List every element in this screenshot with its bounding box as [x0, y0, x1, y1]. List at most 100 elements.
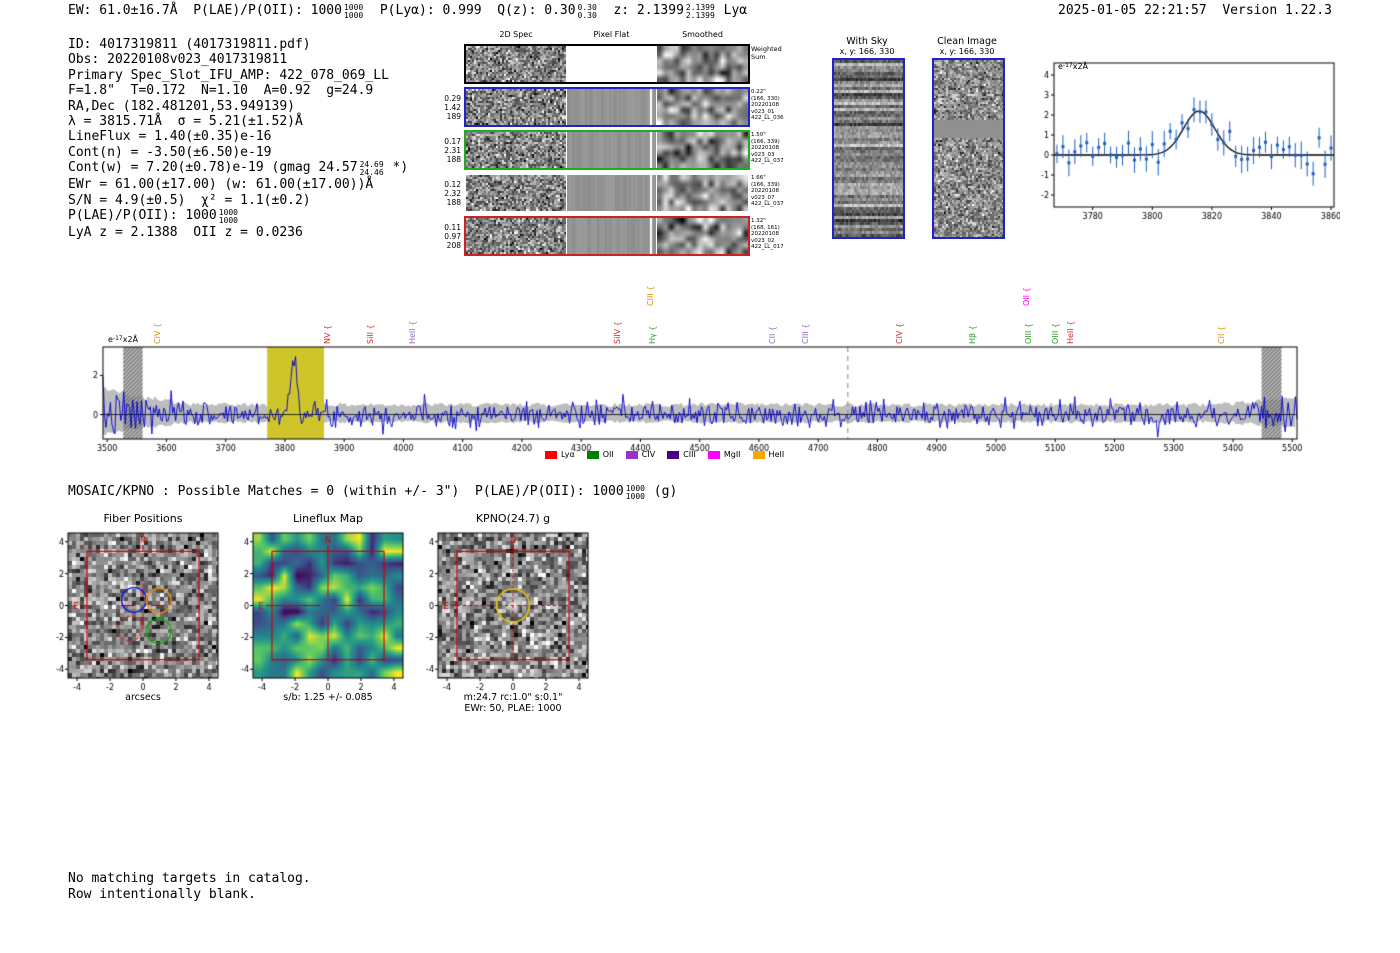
header-summary: EW: 61.0±16.7Å P(LAE)/P(OII): 1000 1000 10…: [68, 3, 748, 20]
smoothed-image: [657, 89, 748, 125]
with-sky-image: [832, 58, 905, 239]
emission-line-label: CII {: [1217, 326, 1227, 344]
smoothed-image: [657, 218, 748, 254]
emission-line-label: CII {: [768, 326, 778, 344]
clean-image-coords: x, y: 166, 330: [939, 47, 995, 56]
stacked-fraction: 1000 1000: [343, 3, 364, 20]
info-line: Primary Spec_Slot_IFU_AMP: 422_078_069_L…: [68, 67, 389, 83]
emission-line-label: CIV {: [153, 322, 163, 344]
spec2d-image: [466, 218, 566, 254]
smoothed-image: [657, 132, 748, 168]
stacked-fraction: 1000 1000: [625, 484, 645, 501]
header-timestamp-version: 2025-01-05 22:21:57 Version 1.22.3: [1058, 3, 1332, 18]
spec2d-row: [464, 173, 750, 213]
info-line: RA,Dec (182.481201,53.949139): [68, 98, 295, 114]
clean-image: [932, 58, 1005, 239]
legend-swatch: [545, 450, 557, 459]
catalog-note-line2: Row intentionally blank.: [68, 886, 256, 902]
emission-line-label: NV {: [323, 324, 333, 344]
lineflux-map-cutout: [233, 528, 413, 692]
spec2d-row-id: 1.50" (166, 339) 20220108 v023_03 422_LL_037: [751, 132, 784, 164]
emission-line-label: OII {: [1021, 287, 1031, 306]
emission-line-label: CIV {: [895, 322, 905, 344]
spec2d-row: [464, 87, 750, 127]
emission-line-label: Hβ {: [967, 325, 977, 344]
mosaic-matches-line: MOSAIC/KPNO : Possible Matches = 0 (with…: [68, 484, 678, 501]
info-line: Cont(n) = -3.50(±6.50)e-19: [68, 144, 272, 160]
detection-info-block: ID: 4017319811 (4017319811.pdf) Obs: 2022…: [68, 37, 408, 240]
emission-line-label: SiII {: [365, 324, 375, 344]
legend-label: OII: [602, 450, 614, 459]
info-line: EWr = 61.00(±17.00) (w: 61.00(±17.00))Å: [68, 177, 374, 193]
spectrum-legend: Lyα OII CIV CIII MgII HeII: [545, 450, 796, 459]
legend-item: CIV: [625, 450, 656, 459]
emission-line-label: OIII {: [1024, 322, 1034, 344]
full-spectrum-plot: [45, 332, 1315, 464]
catalog-note-line1: No matching targets in catalog.: [68, 871, 311, 886]
emission-line-label: HeII {: [407, 320, 417, 344]
info-line: Cont(w) = 7.20(±0.78)e-19 (gmag 24.57 24.…: [68, 160, 409, 178]
legend-label: CIV: [641, 450, 656, 459]
stacked-fraction: 1000 1000: [218, 208, 238, 226]
legend-swatch: [752, 450, 765, 459]
spec2d-row-stats: 0.12 2.32 188: [444, 180, 461, 207]
info-line: ID: 4017319811 (4017319811.pdf): [68, 37, 311, 52]
smoothed-image: [657, 175, 748, 211]
spec2d-col-header-pixelflat: Pixel Flat: [593, 30, 630, 39]
spec2d-row-id: 1.66" (166, 339) 20220108 v023_07 422_LL_037: [751, 175, 784, 207]
pixelflat-image: [567, 46, 656, 82]
spec2d-row: [464, 216, 750, 256]
info-line: P(LAE)/P(OII): 1000 1000 1000: [68, 208, 238, 226]
kpno-cutout-xlabel: m:24.7 rc:1.0" s:0.1": [463, 692, 563, 703]
legend-item: OII: [586, 450, 614, 459]
legend-label: CIII: [683, 450, 696, 459]
emission-line-label: SiIV {: [612, 321, 622, 344]
spec2d-image: [466, 46, 566, 82]
spec2d-row-stats: 0.29 1.42 189: [444, 94, 461, 121]
legend-label: HeII: [768, 450, 785, 459]
line-fit-plot: [1030, 55, 1340, 227]
spec2d-image: [466, 132, 566, 168]
legend-swatch: [625, 450, 638, 459]
legend-item: Lyα: [545, 450, 575, 459]
stacked-fraction: 24.69 24.46: [359, 160, 384, 178]
smoothed-image: [657, 46, 748, 82]
spec2d-image: [466, 89, 566, 125]
legend-item: HeII: [752, 450, 785, 459]
with-sky-title: With Sky: [846, 36, 888, 47]
kpno-cutout-title: KPNO(24.7) g: [475, 512, 551, 525]
emission-line-label: HeII {: [1066, 320, 1076, 344]
legend-label: Lyα: [561, 450, 575, 459]
lineflux-map-title: Lineflux Map: [292, 512, 364, 525]
spec2d-col-header-2dspec: 2D Spec: [499, 30, 533, 39]
clean-image-title: Clean Image: [937, 36, 997, 47]
kpno-cutout: [418, 528, 598, 692]
pixelflat-image: [567, 218, 656, 254]
info-line: Obs: 20220108v023_4017319811: [68, 52, 288, 68]
legend-label: MgII: [723, 450, 741, 459]
emission-line-label: CIII {: [801, 323, 811, 344]
lineflux-map-xlabel: s/b: 1.25 +/- 0.085: [283, 692, 373, 703]
info-line: LineFlux = 1.40(±0.35)e-16: [68, 129, 272, 145]
spec2d-row-stats: 0.17 2.31 188: [444, 137, 461, 164]
catalog-match-notes: No matching targets in catalog. Row inte…: [68, 871, 311, 902]
spec2d-col-header-smoothed: Smoothed: [682, 30, 723, 39]
spec2d-row-id: Weighted Sum: [751, 45, 782, 61]
legend-swatch: [707, 450, 720, 459]
kpno-cutout-xlabel2: EWr: 50, PLAE: 1000: [464, 703, 562, 714]
with-sky-coords: x, y: 166, 330: [839, 47, 895, 56]
pixelflat-image: [567, 132, 656, 168]
stacked-fraction: 0.30 0.30: [577, 3, 597, 20]
legend-item: MgII: [707, 450, 741, 459]
spec2d-image: [466, 175, 566, 211]
emission-line-label: Hγ {: [647, 325, 657, 344]
spec2d-row-id: 0.22" (166, 330) 20220108 v023_01 422_LL_036: [751, 89, 784, 121]
info-line: LyA z = 2.1388 OII z = 0.0236: [68, 225, 303, 241]
legend-swatch: [586, 450, 599, 459]
info-line: S/N = 4.9(±0.5) χ² = 1.1(±0.2): [68, 192, 311, 208]
fiber-positions-cutout: [48, 528, 228, 692]
fit-plot-units-annotation: e-17x2Å: [1058, 62, 1089, 71]
fiber-positions-xlabel: arcsecs: [125, 692, 161, 703]
legend-swatch: [667, 450, 680, 459]
